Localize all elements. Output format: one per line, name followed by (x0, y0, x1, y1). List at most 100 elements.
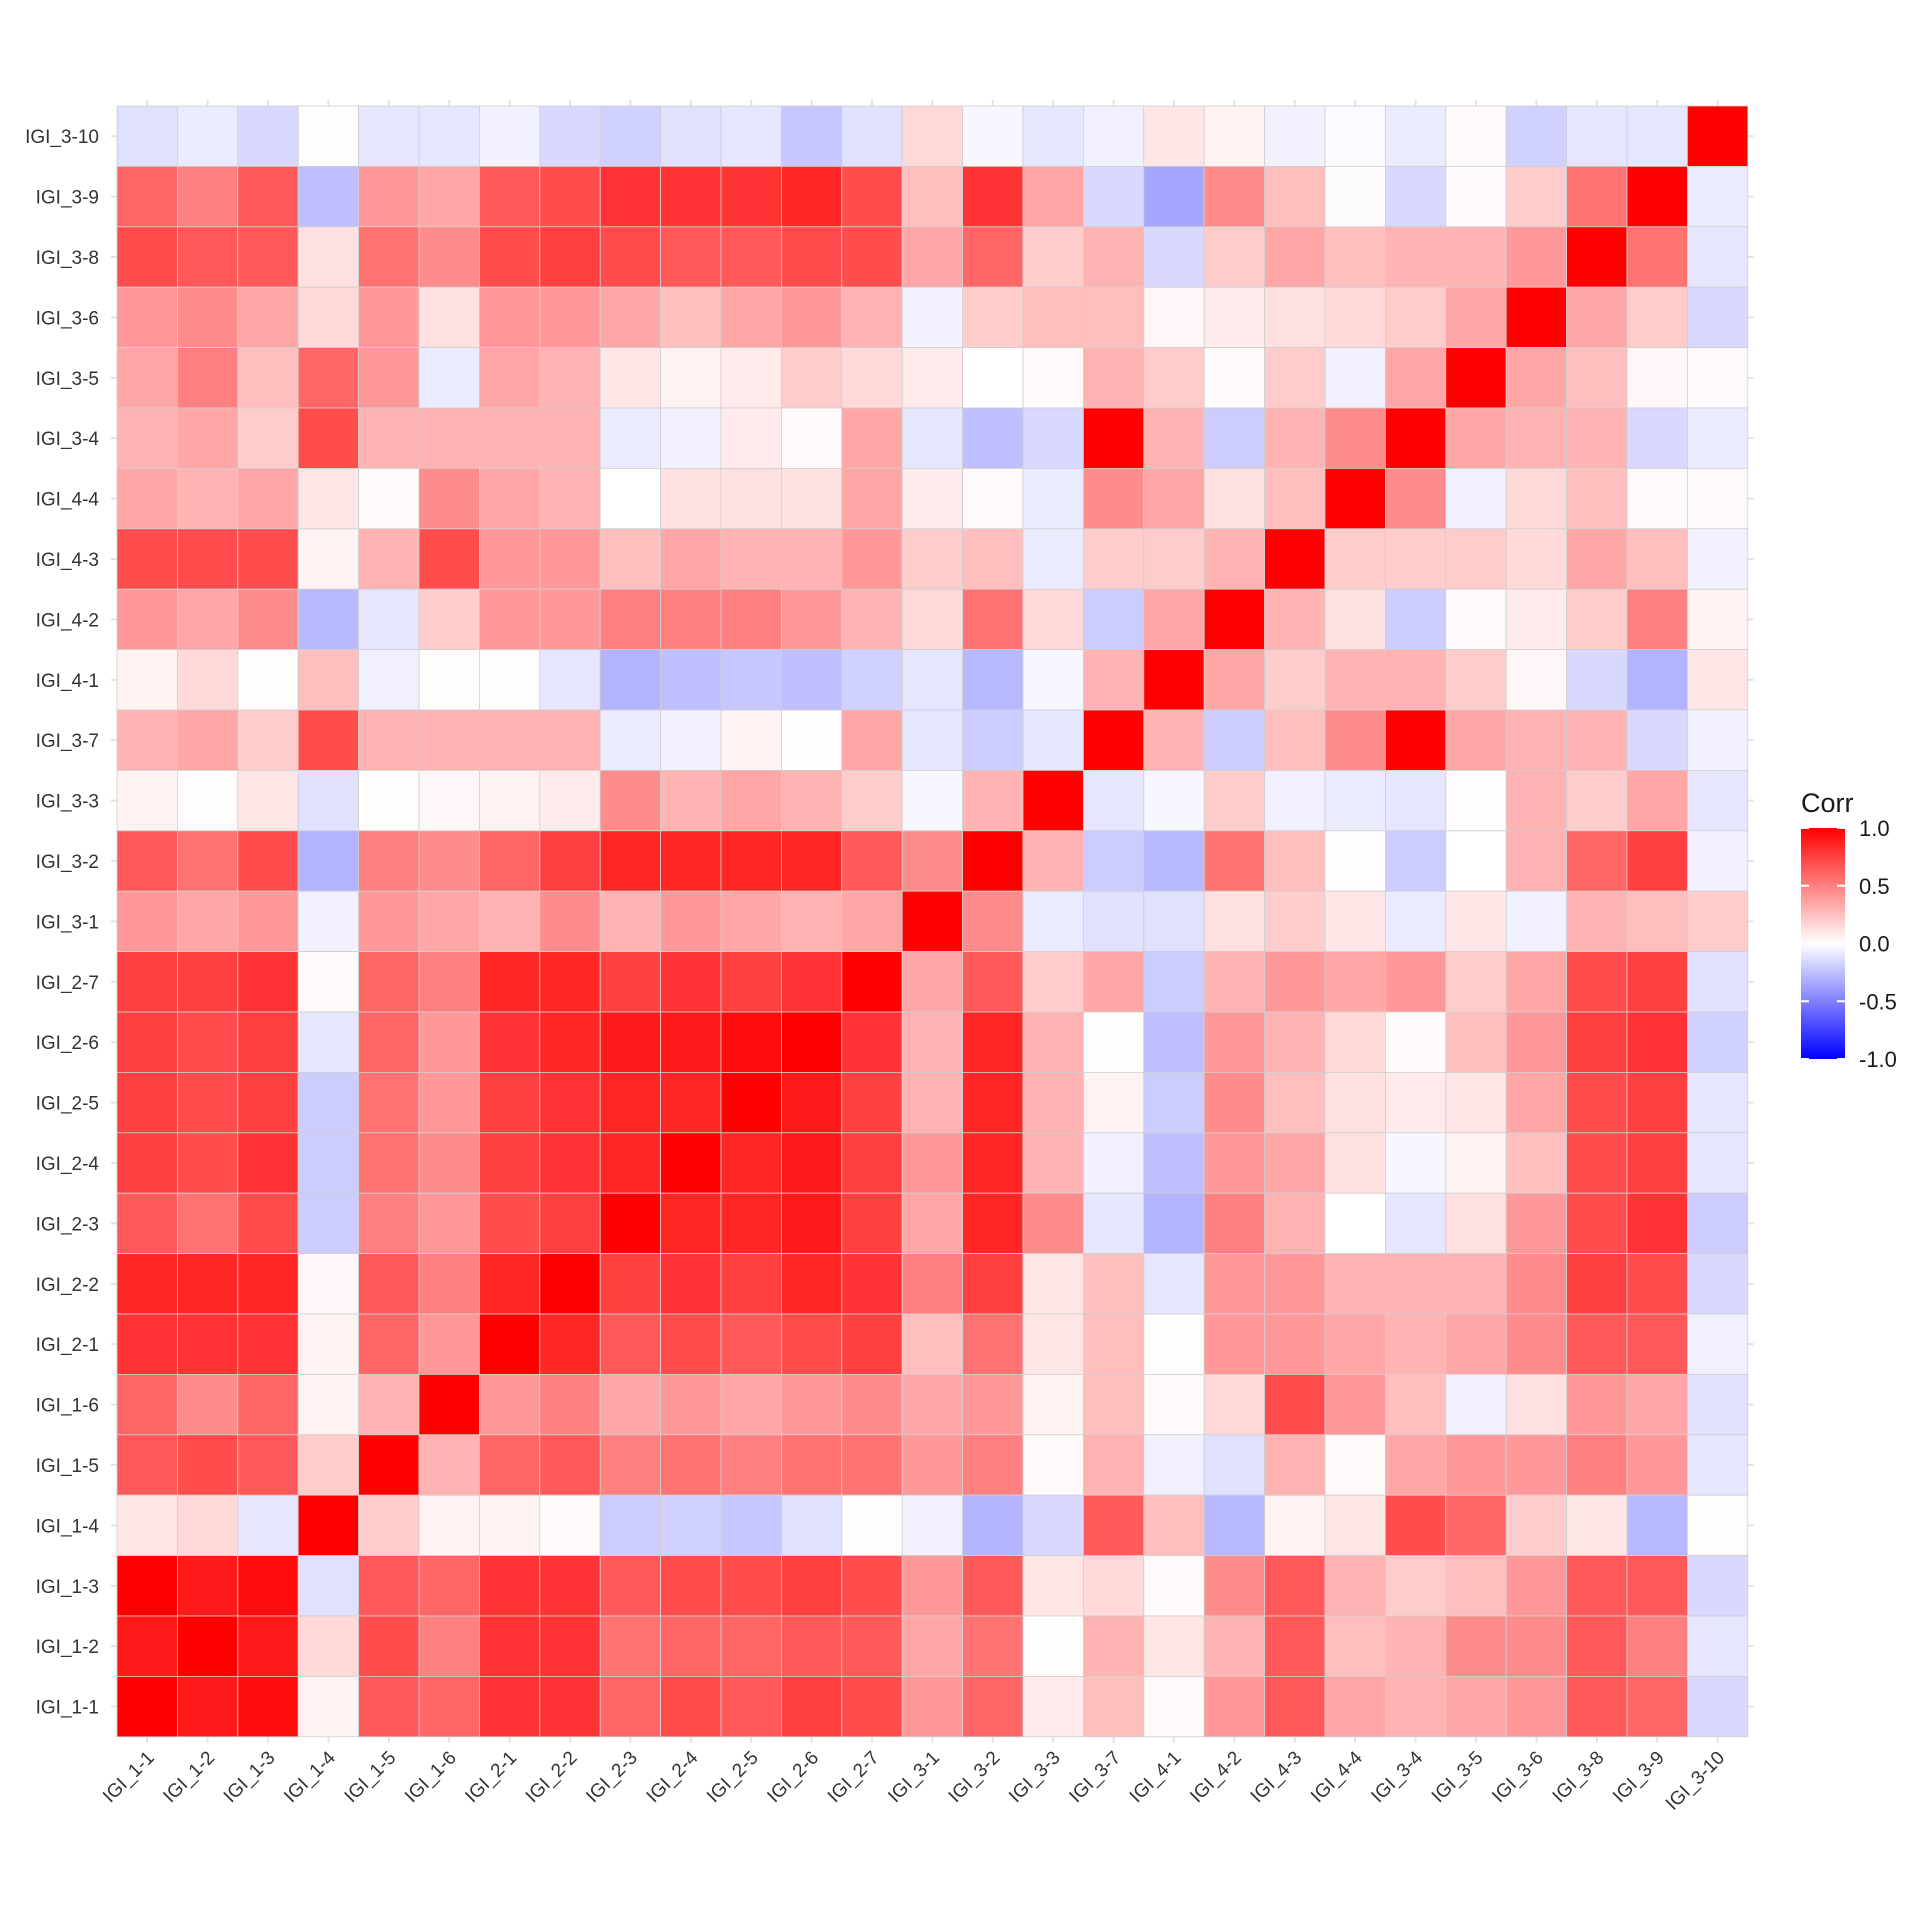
heatmap-cell (962, 226, 1024, 288)
heatmap-cell (599, 1011, 662, 1073)
heatmap-cell (1083, 588, 1145, 651)
heatmap-cell (418, 1615, 480, 1677)
heatmap-cell (1143, 951, 1205, 1013)
heatmap-cell (1324, 649, 1386, 711)
heatmap-cell (1385, 1615, 1447, 1677)
y-tick-label: IGI_4-1 (36, 671, 99, 692)
heatmap-cell (418, 1374, 480, 1436)
x-tick-label: IGI_1-5 (341, 1747, 401, 1807)
heatmap-cell (1324, 347, 1386, 409)
heatmap-cell (1566, 1072, 1628, 1134)
heatmap-cell (1687, 347, 1749, 409)
heatmap-cell (539, 1192, 601, 1254)
heatmap-cell (1083, 286, 1145, 349)
x-tick-label: IGI_2-1 (461, 1747, 521, 1807)
heatmap-cell (781, 1253, 843, 1315)
heatmap-cell (901, 1434, 964, 1496)
heatmap-cell (1324, 1313, 1386, 1375)
heatmap-cell (599, 1555, 662, 1617)
heatmap-cell (1566, 770, 1628, 832)
heatmap-cell (1203, 1374, 1265, 1436)
heatmap-cell (1264, 1253, 1326, 1315)
heatmap-cell (660, 951, 722, 1013)
x-axis-labels: IGI_1-1 IGI_1-2 IGI_1-3 IGI_1-4 IGI_1-5 IGI_1… (99, 1747, 1729, 1814)
y-tick-label: IGI_3-4 (36, 429, 100, 450)
heatmap-cell (1022, 830, 1084, 892)
heatmap-cell (660, 709, 722, 771)
heatmap-cell (237, 649, 299, 711)
heatmap-cell (1385, 649, 1447, 711)
heatmap-cell (1143, 528, 1205, 590)
heatmap-cell (176, 528, 239, 590)
heatmap-cell (660, 1676, 722, 1738)
x-tick-label: IGI_2-5 (703, 1747, 763, 1807)
heatmap-cell (901, 1132, 964, 1194)
heatmap-cell (1445, 528, 1507, 590)
heatmap-cell (116, 1192, 178, 1254)
heatmap-cell (1445, 890, 1507, 953)
x-tick-label: IGI_1-2 (159, 1747, 219, 1807)
heatmap-cell (720, 770, 782, 832)
heatmap-cell (418, 467, 480, 530)
heatmap-cell (237, 347, 299, 409)
heatmap-cell (539, 1313, 601, 1375)
heatmap-cell (418, 709, 480, 771)
heatmap-cell (962, 1313, 1024, 1375)
heatmap-cell (1505, 588, 1567, 651)
heatmap-cell (660, 1011, 722, 1073)
heatmap-cell (358, 226, 420, 288)
heatmap-cell (358, 347, 420, 409)
heatmap-cell (237, 588, 299, 651)
heatmap-cell (841, 1676, 903, 1738)
y-tick-label: IGI_1-4 (36, 1516, 100, 1537)
y-tick-label: IGI_3-6 (36, 308, 99, 329)
heatmap-cell (539, 951, 601, 1013)
heatmap-cell (116, 1615, 178, 1677)
heatmap-cell (478, 528, 541, 590)
heatmap-cell (1203, 407, 1265, 469)
heatmap-cell (1566, 1434, 1628, 1496)
heatmap-cell (599, 528, 662, 590)
heatmap-cell (841, 165, 903, 228)
heatmap-cell (781, 1192, 843, 1254)
heatmap-cell (660, 649, 722, 711)
heatmap-cell (116, 1072, 178, 1134)
y-tick-label: IGI_2-7 (36, 973, 99, 994)
heatmap-cell (1687, 1253, 1749, 1315)
heatmap-cell (358, 1313, 420, 1375)
heatmap-cell (1566, 467, 1628, 530)
heatmap-cell (116, 588, 178, 651)
heatmap-cell (1687, 890, 1749, 953)
heatmap-cell (176, 830, 239, 892)
heatmap-cell (539, 528, 601, 590)
heatmap-cell (478, 770, 541, 832)
heatmap-cell (1264, 1615, 1326, 1677)
heatmap-cell (720, 105, 782, 167)
heatmap-cell (358, 1072, 420, 1134)
heatmap-cell (1566, 286, 1628, 349)
heatmap-cell (1083, 407, 1145, 469)
heatmap-cell (1022, 1555, 1084, 1617)
heatmap-cell (1385, 951, 1447, 1013)
heatmap-cell (1264, 1374, 1326, 1436)
heatmap-cell (116, 407, 178, 469)
heatmap-cell (116, 1676, 178, 1738)
heatmap-cell (1566, 1132, 1628, 1194)
heatmap-cell (1264, 528, 1326, 590)
heatmap-cell (1324, 1072, 1386, 1134)
heatmap-cell (901, 467, 964, 530)
heatmap-cell (1687, 467, 1749, 530)
heatmap-cell (1626, 1374, 1688, 1436)
heatmap-cell (116, 165, 178, 228)
heatmap-cell (1385, 1011, 1447, 1073)
heatmap-cell (1203, 105, 1265, 167)
heatmap-cell (660, 1313, 722, 1375)
heatmap-cell (841, 1072, 903, 1134)
heatmap-cell (1203, 528, 1265, 590)
heatmap-cell (1083, 1313, 1145, 1375)
heatmap-cell (237, 226, 299, 288)
heatmap-cell (116, 1132, 178, 1194)
heatmap-cell (1445, 951, 1507, 1013)
heatmap-cell (1385, 588, 1447, 651)
heatmap-cell (1445, 1313, 1507, 1375)
